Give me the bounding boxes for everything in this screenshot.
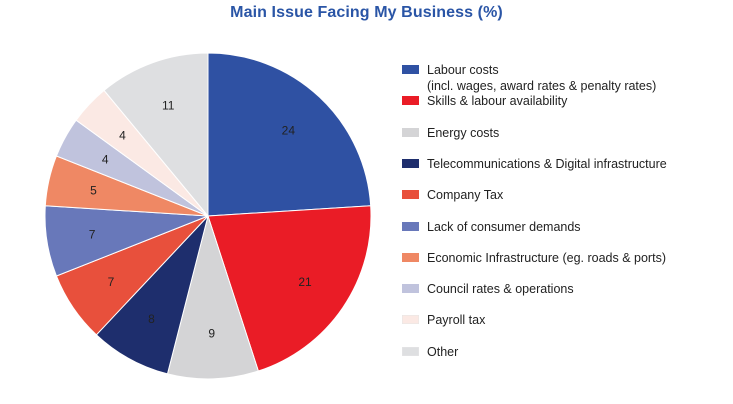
legend-swatch	[402, 96, 419, 106]
slice-value-label-0: 24	[282, 123, 296, 137]
pie-slice-1	[207, 205, 372, 372]
slice-value-label-4: 7	[108, 275, 115, 289]
pie-slice-2	[166, 214, 260, 380]
legend-label: Other	[427, 344, 458, 360]
legend-label: Labour costs (incl. wages, award rates & …	[427, 62, 656, 94]
legend-label-line: Company Tax	[427, 188, 504, 203]
legend-label: Council rates & operations	[427, 281, 574, 297]
legend-label-line: Economic Infrastructure (eg. roads & por…	[427, 250, 666, 265]
legend-label-line: Skills & labour availability	[427, 94, 568, 109]
legend-swatch	[402, 65, 419, 74]
legend-swatch	[402, 190, 419, 200]
legend-swatch	[402, 252, 419, 262]
legend-label: Telecommunications & Digital infrastruct…	[427, 156, 667, 172]
legend-label-line: Payroll tax	[427, 313, 486, 328]
legend-label: Company Tax	[427, 187, 503, 203]
legend-label: Skills & labour availability	[427, 93, 567, 109]
legend-swatch	[402, 127, 419, 137]
slice-value-label-9: 11	[162, 99, 175, 113]
legend-label-line: Energy costs	[427, 125, 500, 140]
legend-label-line: Other	[427, 344, 459, 359]
slice-value-label-8: 4	[119, 129, 126, 143]
legend-swatch	[402, 284, 419, 294]
pie-slice-9	[103, 52, 209, 218]
legend-swatch	[402, 221, 419, 231]
slice-value-label-3: 8	[148, 312, 155, 326]
slice-value-label-7: 4	[102, 152, 109, 166]
legend-swatch	[402, 346, 419, 356]
legend-label: Payroll tax	[427, 312, 485, 328]
slice-value-label-6: 5	[90, 183, 97, 197]
legend-label-line: Labour costs	[427, 63, 499, 77]
legend-swatch	[402, 315, 419, 325]
legend-label-line-2: (incl. wages, award rates & penalty rate…	[427, 79, 657, 93]
legend-label-line: Lack of consumer demands	[427, 219, 581, 234]
slice-value-label-2: 9	[208, 326, 215, 340]
slice-value-label-1: 21	[298, 275, 312, 289]
legend-label: Economic Infrastructure (eg. roads & por…	[427, 250, 666, 266]
legend-label-line: Telecommunications & Digital infrastruct…	[427, 156, 667, 171]
legend-label-line: Council rates & operations	[427, 282, 574, 297]
slice-value-label-5: 7	[89, 227, 96, 241]
legend-swatch	[402, 158, 419, 168]
chart-title: Main Issue Facing My Business (%)	[230, 4, 503, 21]
pie-slice-0	[207, 52, 372, 217]
legend-label: Energy costs	[427, 125, 499, 141]
legend-label: Lack of consumer demands	[427, 219, 581, 235]
